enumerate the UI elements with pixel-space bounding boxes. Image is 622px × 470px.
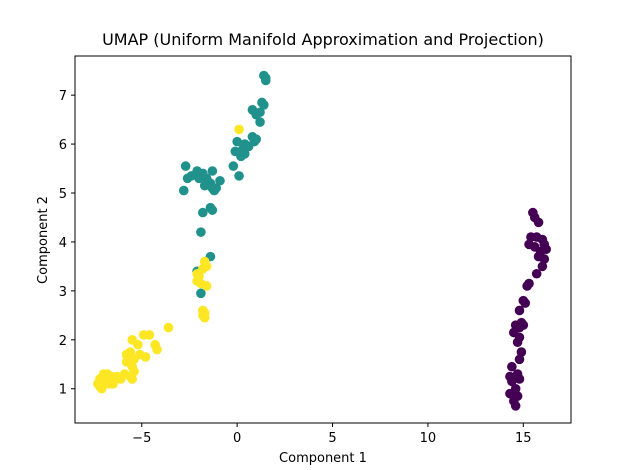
data-point xyxy=(144,330,155,340)
data-point xyxy=(514,305,525,316)
data-point xyxy=(259,100,269,110)
x-tick-label: 0 xyxy=(233,431,241,446)
y-axis-label: Component 2 xyxy=(36,196,51,284)
data-point xyxy=(505,388,515,399)
data-point xyxy=(510,401,521,411)
chart-title: UMAP (Uniform Manifold Approximation and… xyxy=(102,30,544,49)
y-axis-ticks: 1 2 3 4 5 6 7 xyxy=(59,89,75,398)
data-point xyxy=(209,185,220,196)
data-point xyxy=(236,151,246,162)
data-point xyxy=(207,205,218,215)
data-point xyxy=(198,207,208,218)
data-point xyxy=(207,166,218,176)
data-point xyxy=(234,171,244,181)
y-tick-label: 1 xyxy=(59,383,67,398)
data-point xyxy=(108,379,118,389)
data-point xyxy=(196,288,206,299)
data-point xyxy=(133,339,143,350)
y-tick-label: 3 xyxy=(59,285,67,300)
data-point xyxy=(121,349,132,360)
data-point xyxy=(531,268,542,279)
data-point xyxy=(199,180,210,191)
data-point xyxy=(194,173,204,184)
data-point xyxy=(507,361,517,372)
data-point xyxy=(199,312,210,323)
data-point xyxy=(215,175,225,186)
data-point xyxy=(196,227,206,237)
x-tick-label: 15 xyxy=(515,431,532,446)
data-point xyxy=(260,75,271,86)
data-point xyxy=(516,347,527,357)
data-point xyxy=(537,261,548,272)
data-point xyxy=(152,344,162,355)
data-point xyxy=(140,352,151,362)
data-point xyxy=(234,124,244,135)
data-point xyxy=(255,107,265,118)
data-point xyxy=(180,161,191,171)
data-point xyxy=(127,374,138,384)
data-point xyxy=(522,281,532,291)
data-point xyxy=(539,254,550,264)
data-point xyxy=(178,185,189,196)
data-point xyxy=(533,217,544,228)
data-point xyxy=(163,322,174,333)
data-point xyxy=(512,337,523,348)
data-point xyxy=(255,117,265,127)
plot-frame xyxy=(74,55,572,424)
data-points-layer xyxy=(93,70,551,411)
data-point xyxy=(520,298,531,308)
x-tick-label: −5 xyxy=(132,431,151,446)
data-point xyxy=(201,281,212,291)
data-point xyxy=(115,374,126,384)
y-tick-label: 4 xyxy=(59,236,67,251)
y-tick-label: 6 xyxy=(59,138,67,153)
y-tick-label: 7 xyxy=(59,89,67,104)
data-point xyxy=(514,374,525,384)
x-tick-label: 5 xyxy=(328,431,336,446)
data-point xyxy=(182,173,193,184)
x-tick-label: 10 xyxy=(420,431,437,446)
y-tick-label: 2 xyxy=(59,334,67,349)
data-point xyxy=(507,376,517,387)
data-point xyxy=(232,136,242,147)
data-point xyxy=(129,354,139,365)
data-point xyxy=(514,354,525,365)
data-point xyxy=(96,383,107,394)
data-point xyxy=(228,161,239,171)
y-tick-label: 5 xyxy=(59,187,67,202)
x-axis-label: Component 1 xyxy=(279,451,367,466)
x-axis-ticks: −5 0 5 10 15 xyxy=(132,423,532,446)
